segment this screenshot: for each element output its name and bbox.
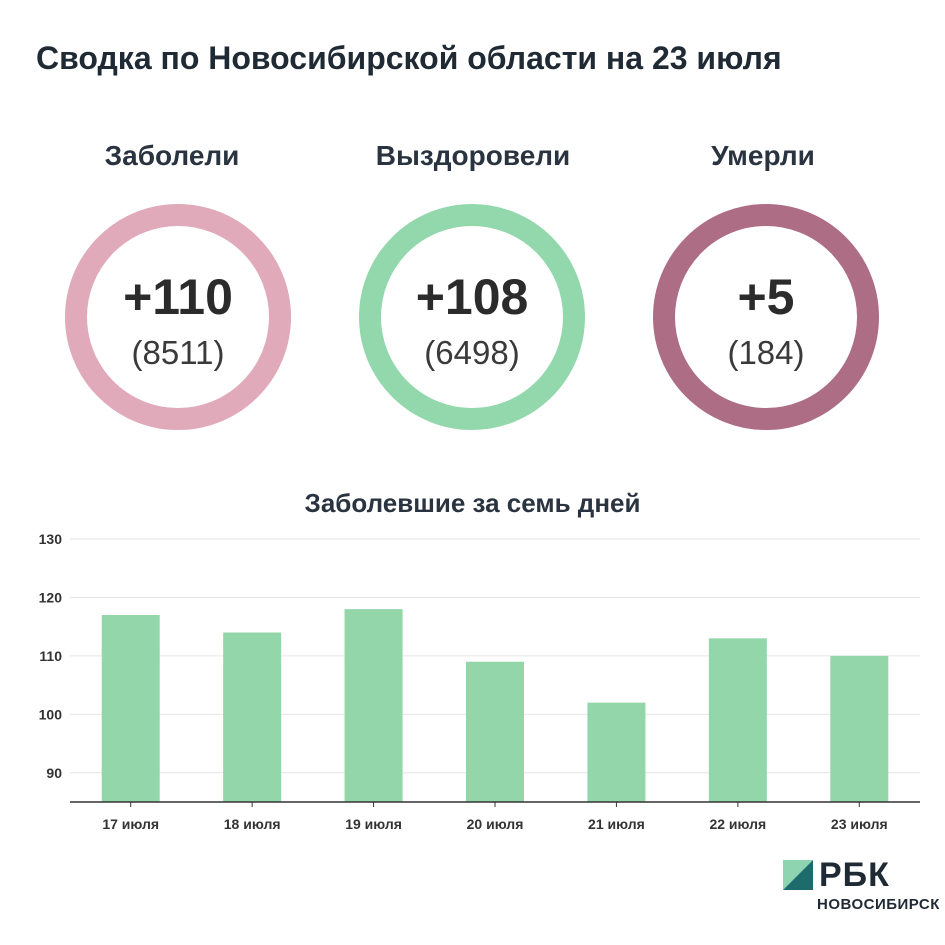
stat-delta-infected: +110 [123,269,233,325]
x-tick-label: 22 июля [709,816,766,832]
stat-label-infected: Заболели [104,140,240,171]
y-tick-label: 100 [39,706,63,722]
brand-name: РБК [819,856,890,894]
y-tick-label: 90 [46,765,62,781]
y-tick-label: 110 [39,648,62,664]
stat-total-recovered: (6498) [424,334,520,371]
bar [587,702,646,802]
chart-title: Заболевшие за семь дней [304,488,641,518]
stat-label-deaths: Умерли [711,140,815,171]
stat-total-infected: (8511) [131,334,225,371]
brand-city: НОВОСИБИРСК [817,896,940,913]
bar [223,632,282,802]
x-tick-label: 21 июля [588,816,645,832]
page-title: Сводка по Новосибирской области на 23 ию… [36,40,782,76]
bar [101,614,160,802]
stat-total-deaths: (184) [727,334,805,371]
bar [466,661,524,802]
x-tick-label: 18 июля [224,816,281,832]
brand-mark-icon [783,860,813,890]
brand-logo: РБК НОВОСИБИРСК [783,856,939,930]
y-tick-label: 130 [39,531,63,547]
x-tick-label: 23 июля [831,816,888,832]
stat-label-recovered: Выздоровели [375,140,571,171]
x-tick-label: 17 июля [102,816,159,832]
bar [708,638,767,802]
x-tick-label: 19 июля [345,816,402,832]
stat-delta-deaths: +5 [737,269,795,325]
bar [344,609,403,802]
y-tick-label: 120 [39,589,63,605]
x-tick-label: 20 июля [467,816,524,832]
stat-delta-recovered: +108 [415,269,529,325]
bar [830,655,889,802]
